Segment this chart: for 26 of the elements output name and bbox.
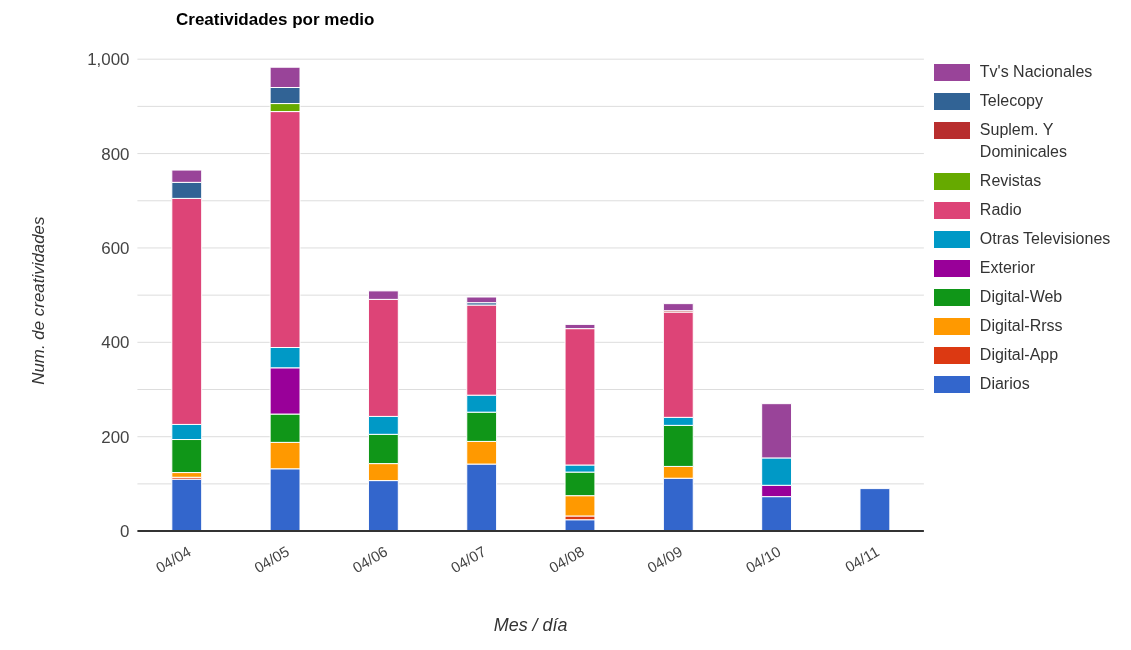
x-tick-label: 04/06 xyxy=(349,542,391,576)
x-axis-title: Mes / día xyxy=(493,614,568,635)
legend-label: Exterior xyxy=(979,258,1036,278)
x-tick-label: 04/10 xyxy=(742,542,784,576)
y-tick-label: 200 xyxy=(101,427,130,447)
legend-label: Otras Televisiones xyxy=(979,229,1112,249)
legend-label: Tv's Nacionales xyxy=(979,62,1094,82)
legend-label: Suplem. Y Dominicales xyxy=(979,120,1068,162)
x-tick-label: 04/09 xyxy=(644,542,686,576)
y-tick-label: 800 xyxy=(101,144,130,164)
legend-label: Revistas xyxy=(979,171,1043,191)
legend-label: Digital-Web xyxy=(979,287,1064,307)
legend-label: Digital-App xyxy=(979,345,1060,365)
legend-label: Radio xyxy=(979,200,1023,220)
x-tick-label: 04/04 xyxy=(152,542,194,576)
chart-title: Creatividades por medio xyxy=(176,10,375,30)
y-axis-title: Num. de creatividades xyxy=(28,215,48,385)
x-tick-label: 04/11 xyxy=(841,542,882,576)
x-tick-label: 04/08 xyxy=(546,542,587,576)
y-tick-label: 600 xyxy=(101,238,130,258)
y-tick-label: 0 xyxy=(120,522,130,542)
legend-label: Digital-Rrss xyxy=(979,316,1064,336)
y-tick-label: 1,000 xyxy=(87,50,130,70)
legend-label: Telecopy xyxy=(979,91,1044,111)
legend-label: Diarios xyxy=(979,374,1031,394)
y-tick-label: 400 xyxy=(101,333,130,353)
